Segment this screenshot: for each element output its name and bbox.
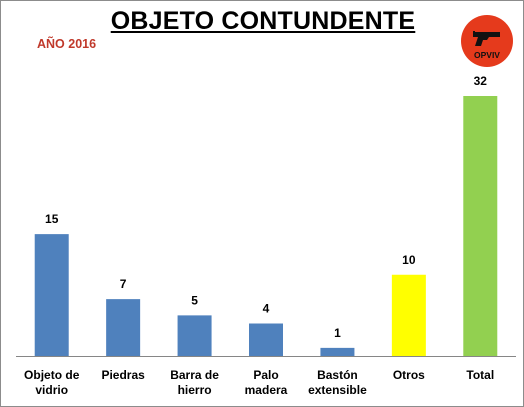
category-label-line: madera (245, 383, 288, 397)
bar (249, 323, 283, 356)
chart-title: OBJETO CONTUNDENTE (110, 7, 416, 35)
bar (391, 274, 426, 356)
category-label-line: Piedras (101, 368, 145, 382)
logo-text: OPVIV (474, 50, 500, 60)
category-label-line: hierro (178, 383, 212, 397)
value-label: 15 (45, 212, 59, 226)
category-label-line: vidrio (35, 383, 68, 397)
category-label-line: Palo (253, 368, 278, 382)
bar (106, 299, 141, 356)
category-label: Piedras (101, 368, 145, 382)
value-labels-group: 15 7 5 4 1 10 32 (45, 74, 487, 340)
category-label-line: Otros (393, 368, 425, 382)
value-label: 32 (474, 74, 488, 88)
category-label: Barra de hierro (170, 368, 219, 397)
category-label: Objeto de vidrio (24, 368, 80, 397)
category-label-line: Objeto de (24, 368, 80, 382)
bars-group (34, 96, 498, 356)
bar (177, 315, 212, 356)
category-label-line: Bastón (317, 368, 358, 382)
chart-subtitle: AÑO 2016 (37, 37, 97, 51)
category-label-line: Barra de (170, 368, 219, 382)
category-label: Bastón extensible (308, 368, 367, 397)
category-label-line: Total (466, 368, 494, 382)
category-label: Total (466, 368, 494, 382)
value-label: 5 (191, 293, 198, 307)
value-label: 1 (334, 326, 341, 340)
bar (320, 347, 355, 356)
value-label: 4 (263, 302, 270, 316)
value-label: 10 (402, 253, 416, 267)
category-label: Otros (393, 368, 425, 382)
value-label: 7 (120, 277, 127, 291)
bar (463, 96, 498, 356)
category-label: Palo madera (245, 368, 288, 397)
category-label-line: extensible (308, 383, 367, 397)
bar (34, 234, 69, 356)
category-labels-group: Objeto de vidrio Piedras Barra de hierro Palo… (24, 368, 494, 397)
pistol-logo-icon: OPVIV (461, 15, 513, 67)
